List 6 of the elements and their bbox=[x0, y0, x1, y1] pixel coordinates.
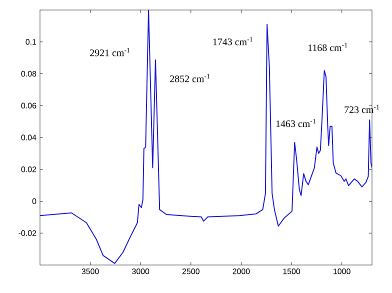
annotation: 723 cm$^{-1}$ bbox=[344, 104, 380, 114]
annotation: 2921 cm$^{-1}$ bbox=[90, 48, 130, 56]
annotation: 1743 cm$^{-1}$ bbox=[213, 36, 252, 46]
annotation: 2852 cm$^{-1}$ bbox=[170, 74, 210, 82]
annotation: 1463 cm$^{-1}$ bbox=[276, 118, 316, 128]
annotation: 1168 cm$^{-1}$ bbox=[308, 42, 348, 52]
